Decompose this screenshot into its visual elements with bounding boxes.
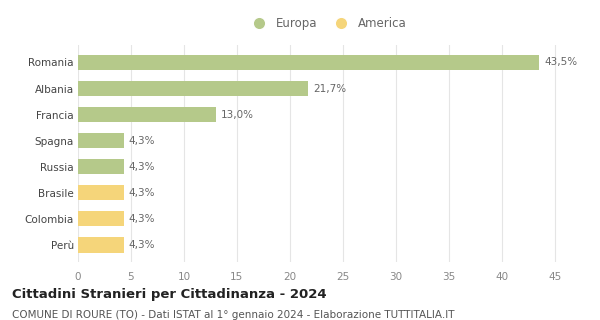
Text: 4,3%: 4,3% (129, 188, 155, 198)
Bar (78, 211, 124, 227)
Bar (78, 81, 308, 96)
Text: 4,3%: 4,3% (129, 162, 155, 172)
Text: 4,3%: 4,3% (129, 240, 155, 250)
Bar (78, 55, 539, 70)
Text: 43,5%: 43,5% (544, 58, 577, 68)
Text: 13,0%: 13,0% (221, 109, 254, 120)
Bar (78, 237, 124, 252)
Text: Cittadini Stranieri per Cittadinanza - 2024: Cittadini Stranieri per Cittadinanza - 2… (12, 288, 326, 301)
Bar (78, 185, 124, 200)
Bar (78, 107, 216, 122)
Bar (78, 159, 124, 174)
Text: 4,3%: 4,3% (129, 136, 155, 146)
Legend: Europa, America: Europa, America (243, 12, 411, 35)
Text: COMUNE DI ROURE (TO) - Dati ISTAT al 1° gennaio 2024 - Elaborazione TUTTITALIA.I: COMUNE DI ROURE (TO) - Dati ISTAT al 1° … (12, 310, 455, 320)
Bar (78, 133, 124, 148)
Text: 4,3%: 4,3% (129, 214, 155, 224)
Text: 21,7%: 21,7% (313, 84, 346, 93)
